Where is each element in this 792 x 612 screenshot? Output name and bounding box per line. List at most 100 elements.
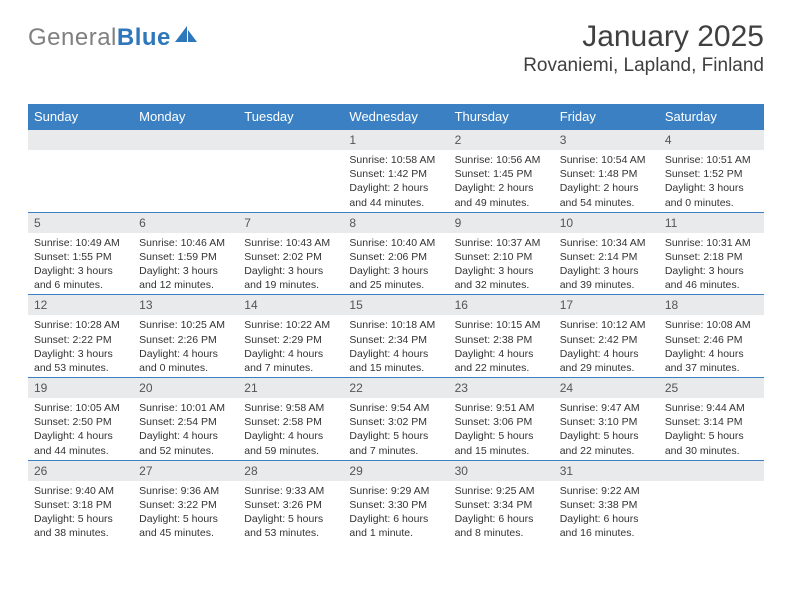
sunset-text: Sunset: 3:30 PM: [349, 498, 442, 512]
sunset-text: Sunset: 3:06 PM: [455, 415, 548, 429]
sunrise-text: Sunrise: 10:25 AM: [139, 318, 232, 332]
sunset-text: Sunset: 1:52 PM: [665, 167, 758, 181]
sunset-text: Sunset: 2:10 PM: [455, 250, 548, 264]
day-number: 29: [343, 460, 448, 481]
daylight-text: Daylight: 5 hours and 7 minutes.: [349, 429, 442, 457]
day-number: 30: [449, 460, 554, 481]
calendar-cell: 23Sunrise: 9:51 AMSunset: 3:06 PMDayligh…: [449, 377, 554, 460]
day-details: Sunrise: 10:58 AMSunset: 1:42 PMDaylight…: [343, 150, 448, 212]
daylight-text: Daylight: 5 hours and 15 minutes.: [455, 429, 548, 457]
brand-part1: General: [28, 24, 117, 51]
day-number: 22: [343, 377, 448, 398]
calendar-week: 26 Sunrise: 9:40 AMSunset: 3:18 PM Dayligh…: [28, 460, 764, 543]
day-number: 13: [133, 294, 238, 315]
day-details: Sunrise: 9:44 AMSunset: 3:14 PMDaylight:…: [659, 398, 764, 460]
calendar-cell: 28Sunrise: 9:33 AMSunset: 3:26 PMDayligh…: [238, 460, 343, 543]
day-details: Sunrise: 10:25 AMSunset: 2:26 PMDaylight…: [133, 315, 238, 377]
sunset-text: Sunset: 1:55 PM: [34, 250, 127, 264]
sunrise-text: Sunrise: 10:40 AM: [349, 236, 442, 250]
weekday-mon: Monday: [133, 104, 238, 129]
sunrise-text: Sunrise: 10:37 AM: [455, 236, 548, 250]
sunrise-text: Sunrise: 9:40 AM: [34, 484, 127, 498]
sunset-text: Sunset: 3:18 PM: [34, 498, 127, 512]
daylight-text: Daylight: 5 hours and 30 minutes.: [665, 429, 758, 457]
calendar-cell: 29Sunrise: 9:29 AMSunset: 3:30 PMDayligh…: [343, 460, 448, 543]
sunset-text: Sunset: 2:18 PM: [665, 250, 758, 264]
calendar-cell: 10Sunrise: 10:34 AMSunset: 2:14 PMDaylig…: [554, 212, 659, 295]
sunset-text: Sunset: 3:26 PM: [244, 498, 337, 512]
sunrise-text: Sunrise: 10:34 AM: [560, 236, 653, 250]
day-number: 2: [449, 129, 554, 150]
day-details: Sunrise: 10:43 AMSunset: 2:02 PMDaylight…: [238, 233, 343, 295]
calendar-cell: [133, 129, 238, 212]
day-number: 27: [133, 460, 238, 481]
daylight-text: Daylight: 5 hours and 22 minutes.: [560, 429, 653, 457]
day-number: [659, 460, 764, 481]
day-number: 31: [554, 460, 659, 481]
sunrise-text: Sunrise: 9:36 AM: [139, 484, 232, 498]
sunrise-text: Sunrise: 9:29 AM: [349, 484, 442, 498]
sunset-text: Sunset: 2:02 PM: [244, 250, 337, 264]
daylight-text: Daylight: 4 hours and 0 minutes.: [139, 347, 232, 375]
calendar-cell: 3Sunrise: 10:54 AMSunset: 1:48 PMDayligh…: [554, 129, 659, 212]
day-details: Sunrise: 9:54 AMSunset: 3:02 PMDaylight:…: [343, 398, 448, 460]
day-details: Sunrise: 9:51 AMSunset: 3:06 PMDaylight:…: [449, 398, 554, 460]
daylight-text: Daylight: 4 hours and 52 minutes.: [139, 429, 232, 457]
sunrise-text: Sunrise: 10:28 AM: [34, 318, 127, 332]
calendar-cell: 11Sunrise: 10:31 AMSunset: 2:18 PMDaylig…: [659, 212, 764, 295]
daylight-text: Daylight: 5 hours and 53 minutes.: [244, 512, 337, 540]
calendar-week: 19Sunrise: 10:05 AMSunset: 2:50 PMDaylig…: [28, 377, 764, 460]
calendar-cell: 17Sunrise: 10:12 AMSunset: 2:42 PMDaylig…: [554, 294, 659, 377]
sail-icon: [171, 26, 199, 51]
day-number: 3: [554, 129, 659, 150]
daylight-text: Daylight: 4 hours and 22 minutes.: [455, 347, 548, 375]
daylight-text: Daylight: 4 hours and 7 minutes.: [244, 347, 337, 375]
daylight-text: Daylight: 3 hours and 12 minutes.: [139, 264, 232, 292]
sunrise-text: Sunrise: 10:01 AM: [139, 401, 232, 415]
daylight-text: Daylight: 4 hours and 44 minutes.: [34, 429, 127, 457]
sunset-text: Sunset: 1:59 PM: [139, 250, 232, 264]
day-number: 17: [554, 294, 659, 315]
day-details: Sunrise: 10:12 AMSunset: 2:42 PMDaylight…: [554, 315, 659, 377]
sunrise-text: Sunrise: 10:43 AM: [244, 236, 337, 250]
calendar-week: 5Sunrise: 10:49 AMSunset: 1:55 PMDayligh…: [28, 212, 764, 295]
daylight-text: Daylight: 3 hours and 46 minutes.: [665, 264, 758, 292]
weekday-wed: Wednesday: [343, 104, 448, 129]
day-number: 26: [28, 460, 133, 481]
day-number: 12: [28, 294, 133, 315]
sunrise-text: Sunrise: 9:33 AM: [244, 484, 337, 498]
calendar-cell: 1Sunrise: 10:58 AMSunset: 1:42 PMDayligh…: [343, 129, 448, 212]
calendar-cell: 7Sunrise: 10:43 AMSunset: 2:02 PMDayligh…: [238, 212, 343, 295]
weekday-sun: Sunday: [28, 104, 133, 129]
daylight-text: Daylight: 2 hours and 54 minutes.: [560, 181, 653, 209]
day-details: Sunrise: 10:31 AMSunset: 2:18 PMDaylight…: [659, 233, 764, 295]
daylight-text: Daylight: 6 hours and 8 minutes.: [455, 512, 548, 540]
calendar-week: 1Sunrise: 10:58 AMSunset: 1:42 PMDayligh…: [28, 129, 764, 212]
calendar-cell: 12Sunrise: 10:28 AMSunset: 2:22 PMDaylig…: [28, 294, 133, 377]
calendar-cell: 19Sunrise: 10:05 AMSunset: 2:50 PMDaylig…: [28, 377, 133, 460]
daylight-text: Daylight: 4 hours and 37 minutes.: [665, 347, 758, 375]
calendar-cell: 16Sunrise: 10:15 AMSunset: 2:38 PMDaylig…: [449, 294, 554, 377]
calendar-cell: 26Sunrise: 9:40 AMSunset: 3:18 PMDayligh…: [28, 460, 133, 543]
sunrise-text: Sunrise: 9:54 AM: [349, 401, 442, 415]
day-details: Sunrise: 10:15 AMSunset: 2:38 PMDaylight…: [449, 315, 554, 377]
day-number: 19: [28, 377, 133, 398]
day-details: Sunrise: 10:46 AMSunset: 1:59 PMDaylight…: [133, 233, 238, 295]
day-number: 7: [238, 212, 343, 233]
day-details: Sunrise: 10:54 AMSunset: 1:48 PMDaylight…: [554, 150, 659, 212]
location-label: Rovaniemi, Lapland, Finland: [523, 55, 764, 77]
day-details: Sunrise: 10:49 AMSunset: 1:55 PMDaylight…: [28, 233, 133, 295]
sunset-text: Sunset: 2:50 PM: [34, 415, 127, 429]
daylight-text: Daylight: 6 hours and 16 minutes.: [560, 512, 653, 540]
sunrise-text: Sunrise: 9:25 AM: [455, 484, 548, 498]
day-details: Sunrise: 10:01 AMSunset: 2:54 PMDaylight…: [133, 398, 238, 460]
daylight-text: Daylight: 3 hours and 6 minutes.: [34, 264, 127, 292]
day-number: [28, 129, 133, 150]
weekday-tue: Tuesday: [238, 104, 343, 129]
day-details: Sunrise: 10:40 AMSunset: 2:06 PMDaylight…: [343, 233, 448, 295]
day-details: Sunrise: 10:28 AMSunset: 2:22 PMDaylight…: [28, 315, 133, 377]
day-number: 15: [343, 294, 448, 315]
sunset-text: Sunset: 3:10 PM: [560, 415, 653, 429]
calendar-cell: [238, 129, 343, 212]
sunrise-text: Sunrise: 10:22 AM: [244, 318, 337, 332]
